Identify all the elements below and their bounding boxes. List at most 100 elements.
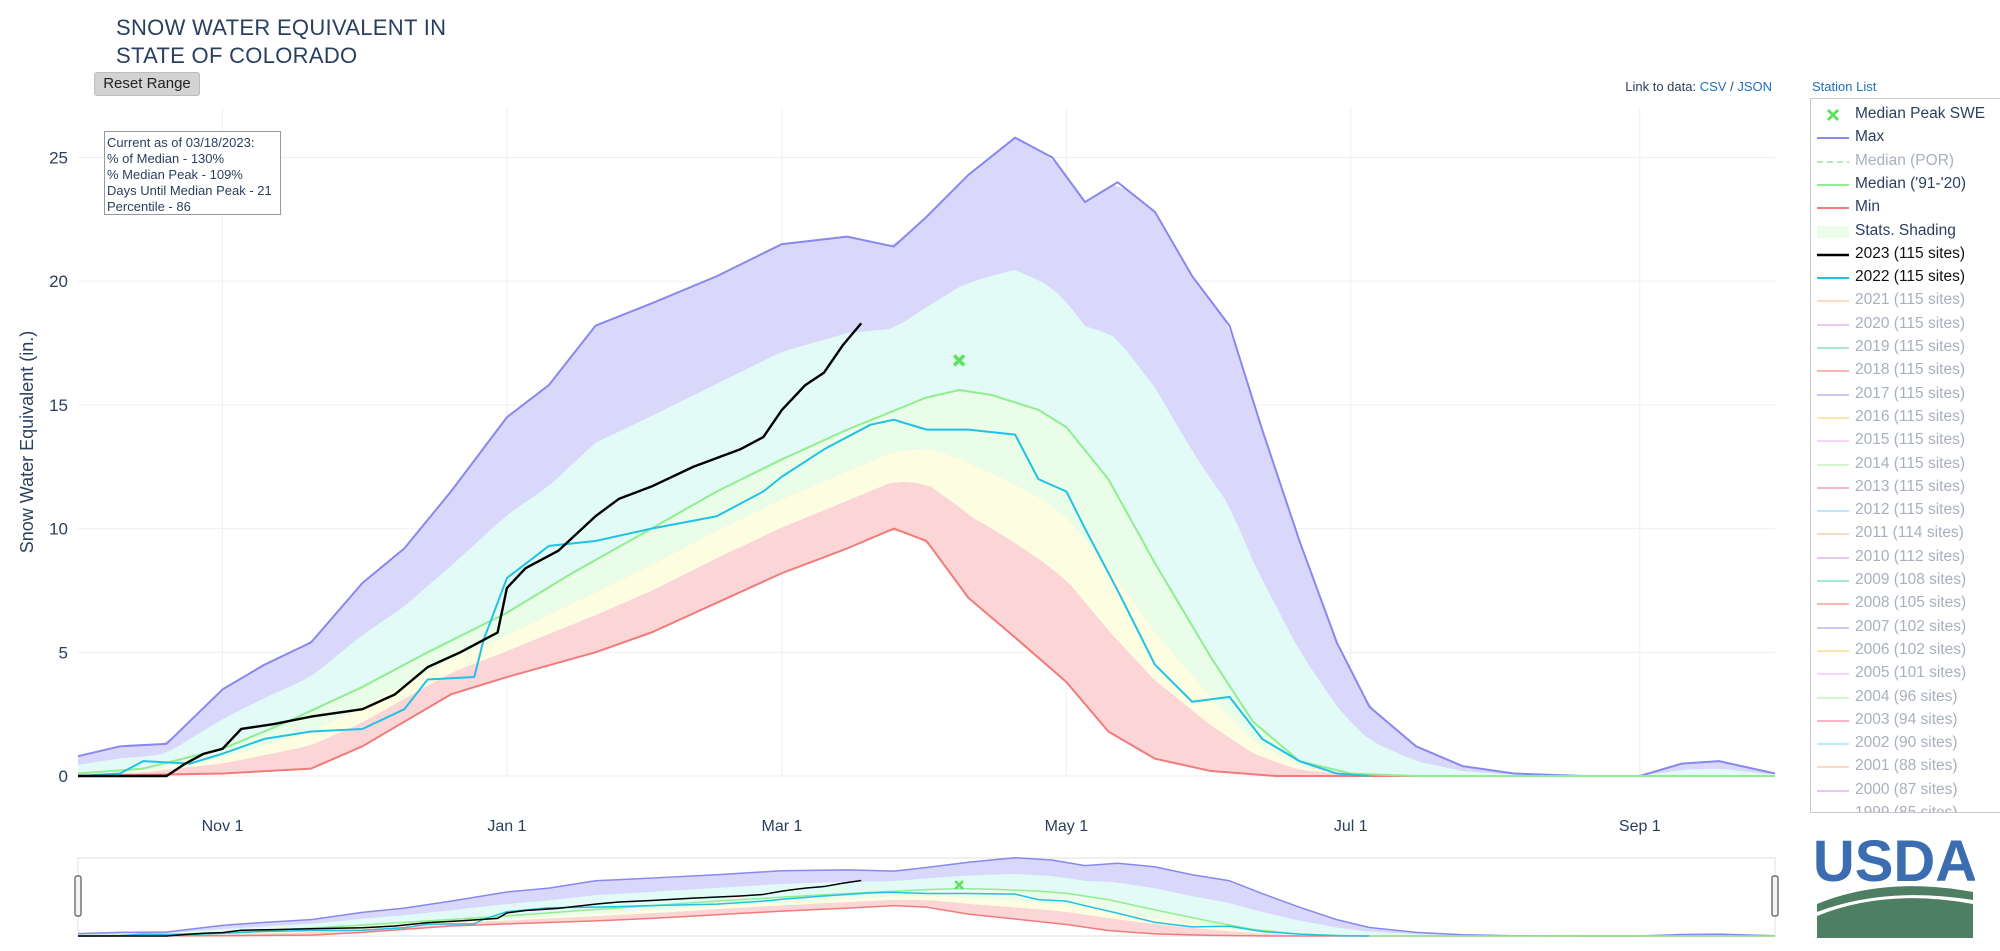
legend-item[interactable]: 2007 (102 sites) xyxy=(1811,616,2000,639)
legend-swatch xyxy=(1817,277,1849,280)
legend-item[interactable]: Median ('91-'20) xyxy=(1811,173,2000,196)
legend-label: 2009 (108 sites) xyxy=(1855,571,1967,588)
legend-swatch xyxy=(1817,696,1849,699)
y-tick-label: 0 xyxy=(59,767,68,786)
median-line xyxy=(77,389,1775,777)
max-line xyxy=(77,136,1776,777)
legend-label: 2005 (101 sites) xyxy=(1855,664,1967,682)
range-slider[interactable] xyxy=(74,856,1779,937)
legend-item[interactable]: Median Peak SWE xyxy=(1811,103,2000,126)
legend-label: 2006 (102 sites) xyxy=(1855,640,1967,658)
legend-label: 2002 (90 sites) xyxy=(1855,734,1958,752)
csv-link[interactable]: CSV xyxy=(1699,79,1727,94)
legend-item[interactable]: Stats. Shading xyxy=(1811,220,2000,243)
usda-logo-field xyxy=(1817,898,1973,938)
legend-swatch xyxy=(1817,347,1849,349)
legend-swatch xyxy=(1817,183,1849,186)
x-tick-label: May 1 xyxy=(1045,818,1089,835)
legend-item[interactable]: 2016 (115 sites) xyxy=(1811,406,2000,429)
legend-swatch xyxy=(1817,253,1849,257)
legend-item[interactable]: 2009 (108 sites) xyxy=(1811,569,2000,592)
legend-swatch xyxy=(1817,789,1849,792)
legend-item[interactable]: 2008 (105 sites) xyxy=(1811,592,2000,615)
x-tick-label: Jan 1 xyxy=(487,818,526,835)
legend-item[interactable]: 2012 (115 sites) xyxy=(1811,499,2000,522)
legend-item[interactable]: 2000 (87 sites) xyxy=(1811,779,2000,802)
series-2023-line xyxy=(78,322,863,778)
legend-swatch xyxy=(1817,766,1849,769)
legend-label: 2015 (115 sites) xyxy=(1855,431,1965,449)
swe-chart[interactable]: 0 5 10 15 20 25 Nov 1 Jan 1 Mar 1 May 1 Jul 1 Sep 1… xyxy=(0,0,1800,951)
legend-item[interactable]: 2021 (115 sites) xyxy=(1811,289,2000,312)
legend-label: 2011 (114 sites) xyxy=(1855,524,1964,542)
legend-label: Stats. Shading xyxy=(1855,221,1956,239)
json-link[interactable]: JSON xyxy=(1737,79,1772,94)
legend-swatch xyxy=(1817,416,1849,419)
title-line-2: STATE OF COLORADO xyxy=(116,43,358,68)
legend-swatch xyxy=(1817,207,1849,210)
legend-item[interactable]: 2004 (96 sites) xyxy=(1811,686,2000,709)
legend-item[interactable]: 1999 (85 sites) xyxy=(1811,802,2000,813)
range-handle-left[interactable] xyxy=(74,875,82,917)
range-handle-right[interactable] xyxy=(1771,875,1779,917)
legend-item[interactable]: 2023 (115 sites) xyxy=(1811,243,2000,266)
title-line-1: SNOW WATER EQUIVALENT IN xyxy=(116,15,447,40)
legend-label: 2010 (112 sites) xyxy=(1855,547,1965,565)
legend-swatch xyxy=(1817,486,1849,489)
legend-label: 2014 (115 sites) xyxy=(1855,454,1965,472)
legend-item[interactable]: 2003 (94 sites) xyxy=(1811,709,2000,732)
legend-swatch xyxy=(1817,463,1849,466)
x-tick-label: Nov 1 xyxy=(202,818,244,835)
legend-label: 2016 (115 sites) xyxy=(1855,407,1965,425)
legend-label: 2020 (115 sites) xyxy=(1855,314,1965,332)
legend-item[interactable]: Max xyxy=(1811,126,2000,149)
reset-range-button[interactable]: Reset Range xyxy=(94,72,200,96)
current-stats-box: Current as of 03/18/2023: % of Median - … xyxy=(104,131,281,215)
legend-item[interactable]: 2020 (115 sites) xyxy=(1811,313,2000,336)
legend-swatch xyxy=(1817,323,1849,326)
legend-item[interactable]: 2002 (90 sites) xyxy=(1811,732,2000,755)
legend-label: 2022 (115 sites) xyxy=(1855,268,1965,286)
info-percentile: Percentile - 86 xyxy=(107,199,191,214)
legend-label: 2012 (115 sites) xyxy=(1855,501,1965,519)
info-pct-median-peak: % Median Peak - 109% xyxy=(107,167,243,182)
slider-max-line xyxy=(77,856,1776,937)
legend-swatch xyxy=(1817,673,1849,676)
station-list-link[interactable]: Station List xyxy=(1812,79,1877,94)
legend-item[interactable]: 2017 (115 sites) xyxy=(1811,383,2000,406)
legend-item[interactable]: 2015 (115 sites) xyxy=(1811,429,2000,452)
data-links: Link to data: CSV / JSON xyxy=(1625,79,1772,94)
legend-item[interactable]: 2018 (115 sites) xyxy=(1811,359,2000,382)
legend-swatch xyxy=(1817,160,1849,163)
slider-2022-line xyxy=(77,891,1370,937)
legend-item[interactable]: 2014 (115 sites) xyxy=(1811,453,2000,476)
median-peak-marker xyxy=(952,354,966,367)
legend-item[interactable]: 2010 (112 sites) xyxy=(1811,546,2000,569)
legend-label: 2013 (115 sites) xyxy=(1855,477,1965,495)
series-2022-line xyxy=(77,418,1370,777)
min-line xyxy=(77,527,1775,777)
y-axis-title: Snow Water Equivalent (in.) xyxy=(17,331,37,553)
legend-item[interactable]: 2011 (114 sites) xyxy=(1811,522,2000,545)
plot-area[interactable]: 0 5 10 15 20 25 Nov 1 Jan 1 Mar 1 May 1 Jul 1 Sep 1… xyxy=(17,108,1776,835)
legend-item[interactable]: 2001 (88 sites) xyxy=(1811,755,2000,778)
legend-label: Max xyxy=(1855,128,1885,146)
legend-item[interactable]: 2006 (102 sites) xyxy=(1811,639,2000,662)
legend-item[interactable]: Median (POR) xyxy=(1811,150,2000,173)
slider-2023-line xyxy=(78,879,862,937)
legend-swatch xyxy=(1817,807,1849,813)
legend-item[interactable]: 2013 (115 sites) xyxy=(1811,476,2000,499)
y-tick-label: 20 xyxy=(49,272,68,291)
y-tick-label: 5 xyxy=(59,643,68,662)
legend-swatch xyxy=(1817,137,1849,140)
legend-item[interactable]: 2022 (115 sites) xyxy=(1811,266,2000,289)
legend-item[interactable]: 2005 (101 sites) xyxy=(1811,662,2000,685)
legend[interactable]: Median Peak SWE Max Median (POR) Median ('9… xyxy=(1810,98,2000,813)
x-tick-label: Mar 1 xyxy=(762,818,803,835)
legend-swatch xyxy=(1826,108,1840,122)
x-tick-label: Jul 1 xyxy=(1334,818,1368,835)
legend-item[interactable]: Min xyxy=(1811,196,2000,219)
legend-label: Median ('91-'20) xyxy=(1855,174,1967,192)
legend-item[interactable]: 2019 (115 sites) xyxy=(1811,336,2000,359)
legend-label: 2008 (105 sites) xyxy=(1855,594,1967,612)
